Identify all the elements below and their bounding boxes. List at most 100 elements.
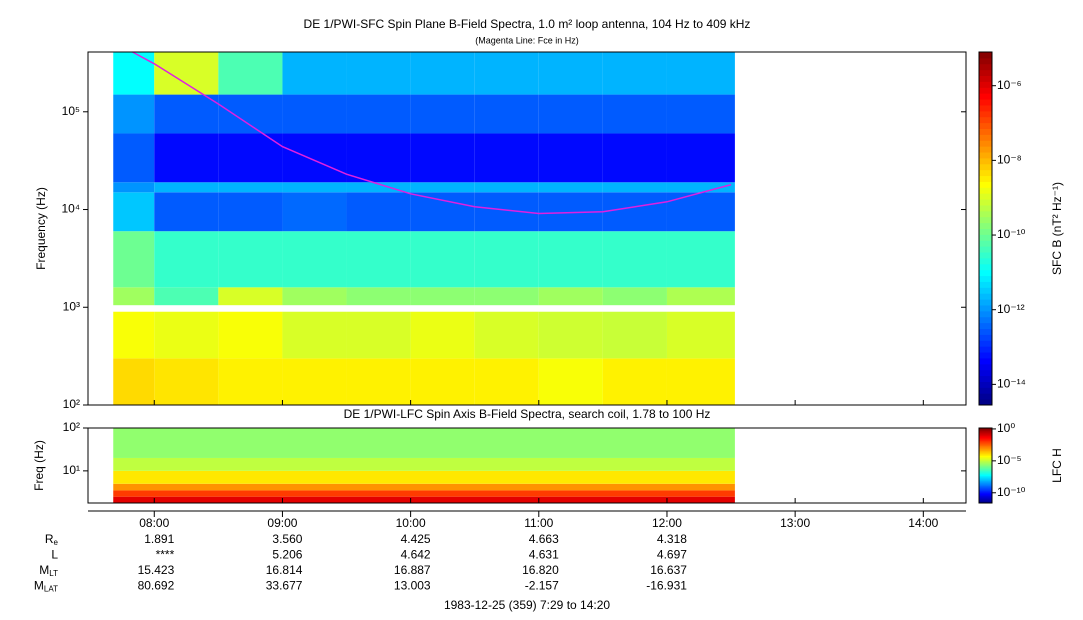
colorbar-swatch bbox=[979, 128, 992, 135]
colorbar-swatch bbox=[979, 293, 992, 300]
colorbar-swatch bbox=[979, 269, 992, 277]
colorbar-swatch bbox=[979, 246, 992, 253]
spectrogram-cell bbox=[538, 52, 603, 95]
colorbar-swatch bbox=[979, 369, 992, 377]
spectrogram-cell bbox=[474, 133, 539, 183]
spectrogram-cell bbox=[346, 192, 411, 232]
colorbar-swatch bbox=[979, 363, 992, 371]
spectrogram-cell bbox=[474, 52, 539, 95]
ephemeris-value: 1.891 bbox=[144, 532, 174, 546]
spectrogram-cell bbox=[666, 182, 735, 193]
colorbar-swatch bbox=[979, 443, 992, 445]
colorbar-swatch bbox=[979, 322, 992, 330]
colorbar-swatch bbox=[979, 75, 992, 82]
colorbar-swatch bbox=[979, 468, 992, 470]
spectrogram-cell bbox=[602, 52, 667, 95]
spectrogram-cell bbox=[538, 182, 603, 193]
spectrogram-cell bbox=[474, 311, 539, 359]
colorbar-swatch bbox=[979, 430, 992, 433]
colorbar-swatch bbox=[979, 451, 992, 454]
colorbar-swatch bbox=[979, 146, 992, 153]
spectrogram-cell bbox=[113, 457, 735, 471]
panel-title: DE 1/PWI-SFC Spin Plane B-Field Spectra,… bbox=[304, 17, 751, 31]
colorbar-swatch bbox=[979, 193, 992, 200]
colorbar-swatch bbox=[979, 471, 992, 474]
colorbar-swatch bbox=[979, 440, 992, 443]
spectrogram-cell bbox=[666, 192, 735, 232]
colorbar-swatch bbox=[979, 481, 992, 484]
ephemeris-label-sub: LAT bbox=[44, 585, 58, 594]
spectrogram-cell bbox=[538, 358, 603, 405]
x-tick-label: 14:00 bbox=[908, 516, 938, 530]
colorbar-swatch bbox=[979, 316, 992, 324]
x-tick-label: 09:00 bbox=[267, 516, 297, 530]
ephemeris-value: 4.697 bbox=[657, 548, 687, 562]
colorbar-swatch bbox=[979, 240, 992, 247]
colorbar-swatch bbox=[979, 199, 992, 206]
spectrogram-cell bbox=[410, 358, 475, 405]
y-tick-label: 10² bbox=[63, 397, 80, 411]
colorbar-swatch bbox=[979, 435, 992, 438]
colorbar-swatch bbox=[979, 436, 992, 439]
colorbar-swatch bbox=[979, 448, 992, 450]
spectrogram-cell bbox=[154, 182, 219, 193]
spectrogram-cell bbox=[346, 94, 411, 134]
colorbar-swatch bbox=[979, 381, 992, 388]
colorbar-swatch bbox=[979, 470, 992, 473]
spectrogram-cell bbox=[113, 490, 735, 497]
colorbar-swatch bbox=[979, 453, 992, 455]
spectrogram-cell bbox=[666, 133, 735, 183]
ephemeris-value: 16.820 bbox=[522, 563, 559, 577]
spectrogram-cell bbox=[346, 231, 411, 288]
colorbar-swatch bbox=[979, 275, 992, 282]
spectrogram-cell bbox=[602, 94, 667, 134]
colorbar-swatch bbox=[979, 204, 992, 212]
ephemeris-label-text: M bbox=[39, 563, 49, 577]
spectrogram-cell bbox=[666, 287, 735, 306]
colorbar-swatch bbox=[979, 464, 992, 466]
spectrogram-cell bbox=[410, 231, 475, 288]
colorbar-swatch bbox=[979, 252, 992, 259]
y-tick-label: 10³ bbox=[63, 299, 80, 313]
spectrogram-cell bbox=[218, 311, 283, 359]
ephemeris-value: 16.814 bbox=[266, 563, 303, 577]
spectrogram-cell bbox=[538, 311, 603, 359]
spectrogram-cell bbox=[113, 133, 155, 183]
colorbar-swatch bbox=[979, 216, 992, 224]
spectrogram-cell bbox=[154, 52, 219, 95]
ephemeris-value: 4.663 bbox=[529, 532, 559, 546]
colorbar-swatch bbox=[979, 393, 992, 400]
ephemeris-value: 16.887 bbox=[394, 563, 431, 577]
spectrogram-cell bbox=[346, 182, 411, 193]
spectrogram-cell bbox=[474, 231, 539, 288]
colorbar-swatch bbox=[979, 450, 992, 453]
spectrogram-cell bbox=[113, 470, 735, 484]
colorbar-swatch bbox=[979, 387, 992, 394]
spectrogram-cell bbox=[218, 133, 283, 183]
colorbar-swatch bbox=[979, 310, 992, 318]
ephemeris-label-text: R bbox=[45, 532, 54, 546]
spectrogram-cell bbox=[282, 133, 347, 183]
colorbar-swatch bbox=[979, 473, 992, 475]
spectrogram-cell bbox=[113, 52, 155, 95]
colorbar-swatch bbox=[979, 449, 992, 451]
spectrogram-cell bbox=[346, 52, 411, 95]
ephemeris-label-sub: e bbox=[54, 538, 59, 547]
colorbar-swatch bbox=[979, 122, 992, 129]
spectrogram-cell bbox=[154, 358, 219, 405]
spectrogram-cell bbox=[218, 94, 283, 134]
y-axis-label: Freq (Hz) bbox=[32, 440, 46, 491]
colorbar-swatch bbox=[979, 456, 992, 459]
colorbar-swatch bbox=[979, 163, 992, 171]
colorbar-swatch bbox=[979, 475, 992, 478]
y-tick-label: 10⁴ bbox=[61, 202, 80, 216]
panel-title: DE 1/PWI-LFC Spin Axis B-Field Spectra, … bbox=[344, 407, 711, 421]
spectrogram-cell bbox=[218, 52, 283, 95]
spectrogram-cell bbox=[410, 52, 475, 95]
colorbar-swatch bbox=[979, 234, 992, 241]
x-tick-label: 11:00 bbox=[524, 516, 553, 530]
spectrogram-cell bbox=[602, 358, 667, 405]
panel-subtitle: (Magenta Line: Fce in Hz) bbox=[475, 35, 579, 45]
spectrogram-cell bbox=[113, 94, 155, 134]
colorbar-swatch bbox=[979, 431, 992, 434]
